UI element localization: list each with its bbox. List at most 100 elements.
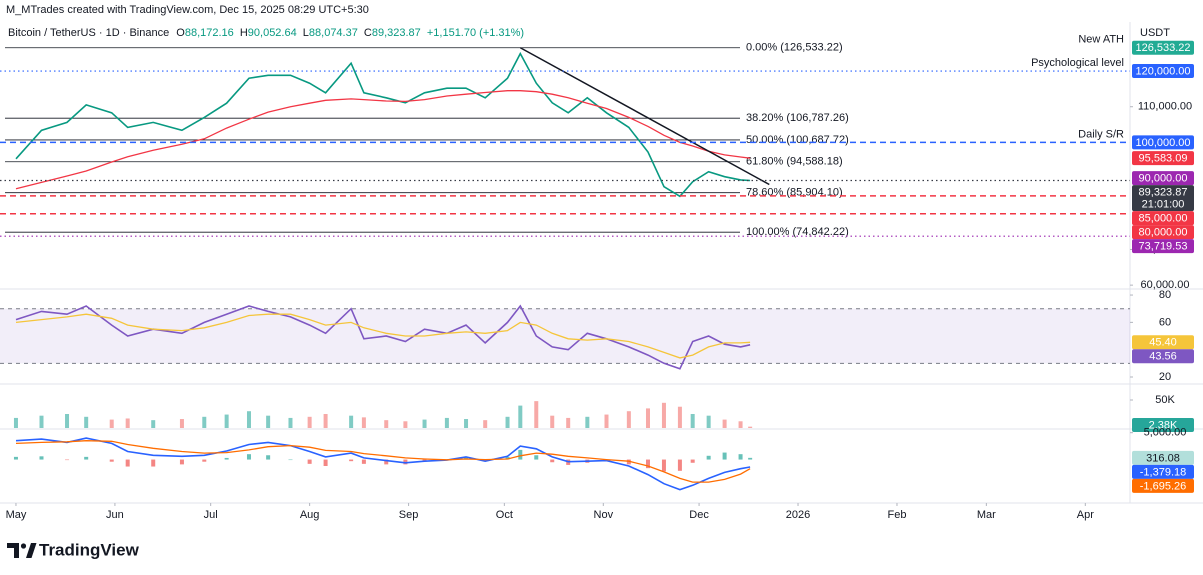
histogram-bar [534, 455, 539, 460]
volume-bar [738, 421, 743, 428]
price-tag [1132, 64, 1194, 79]
symbol: Bitcoin / TetherUS · 1D · Binance [8, 27, 169, 39]
volume-bar [534, 401, 539, 428]
series-line [15, 304, 751, 370]
fib-label: 38.20% (106,787.26) [746, 112, 849, 124]
fib-label: 78.60% (85,904.10) [746, 187, 843, 199]
histogram-bar [323, 459, 328, 466]
histogram-bar [690, 459, 695, 463]
price-tag-label: 100,000.00 [1135, 137, 1190, 149]
author-line: M_MTrades created with TradingView.com, … [6, 4, 369, 16]
volume-bar [384, 420, 389, 428]
histogram-bar [661, 459, 666, 472]
histogram-bar [626, 459, 631, 465]
histogram-bar [677, 459, 682, 471]
series-line [15, 51, 751, 198]
price-tag [1132, 171, 1194, 186]
price-tag-label: 90,000.00 [1139, 173, 1188, 185]
histogram-bar [722, 452, 727, 460]
histogram-bar [505, 456, 510, 460]
histogram-bar [202, 459, 207, 462]
volume-bar [307, 416, 312, 428]
price-tag-label: 45.40 [1149, 337, 1177, 349]
price-tag [1132, 478, 1194, 493]
histogram-bar [246, 454, 251, 460]
price-tag [1132, 225, 1194, 240]
series-line [15, 437, 751, 491]
x-tick-label: Sep [399, 509, 419, 521]
volume-bar [626, 411, 631, 428]
price-tag-label: 80,000.00 [1139, 227, 1188, 239]
fib-label: 50.00% (100,687.72) [746, 134, 849, 146]
ohlc-key: O [176, 27, 185, 39]
y-tick-label: 20 [1159, 371, 1171, 383]
volume-bar [266, 415, 271, 428]
x-tick-label: May [6, 509, 27, 521]
fib-label: 0.00% (126,533.22) [746, 42, 843, 54]
brand: TradingView [39, 540, 140, 559]
level-annotation: Psychological level [1031, 57, 1124, 69]
volume-bar [444, 417, 449, 428]
trendline [519, 47, 770, 186]
price-tag-label: 126,533.22 [1135, 42, 1190, 54]
volume-bar [361, 417, 366, 428]
histogram-bar [706, 455, 711, 460]
ohlc-value: 89,323.87 [372, 27, 421, 39]
ohlc-value: 90,052.64 [248, 27, 297, 39]
change: +1,151.70 (+1.31%) [427, 27, 524, 39]
x-tick-label: Jul [204, 509, 218, 521]
rsi-band [0, 308, 1130, 364]
volume-bar [464, 419, 469, 428]
volume-bar [518, 405, 523, 428]
price-tag [1132, 239, 1194, 254]
x-tick-label: Dec [689, 509, 709, 521]
volume-bar [125, 418, 130, 428]
price-tag [1132, 40, 1194, 55]
histogram-bar [361, 459, 366, 464]
volume-bar [13, 417, 18, 428]
histogram-bar [349, 459, 354, 462]
volume-bar [323, 414, 328, 428]
ohlc-key: L [303, 27, 309, 39]
volume-bar [288, 417, 293, 428]
symbol-line: Bitcoin / TetherUS · 1D · Binance O88,17… [8, 27, 524, 39]
histogram-bar [39, 456, 44, 460]
volume-bar [645, 408, 650, 428]
price-tag [1132, 418, 1194, 432]
volume-bar [677, 406, 682, 428]
histogram-bar [384, 459, 389, 465]
x-tick-label: Aug [300, 509, 320, 521]
volume-bar [550, 415, 555, 428]
volume-bar [566, 417, 571, 428]
volume-bar [403, 421, 408, 428]
x-tick-label: Oct [496, 509, 513, 521]
histogram-bar [738, 454, 743, 460]
price-tag [1132, 349, 1194, 364]
volume-bar [179, 419, 184, 428]
volume-bar [151, 420, 156, 428]
volume-bar [748, 426, 753, 428]
fib-label: 100.00% (74,842.22) [746, 226, 849, 238]
histogram-bar [518, 449, 523, 460]
histogram-bar [645, 459, 650, 469]
x-tick-label: Mar [977, 509, 996, 521]
y-tick-label: 60,000.00 [1141, 279, 1190, 291]
x-tick-label: Apr [1077, 509, 1094, 521]
price-tag [1132, 450, 1194, 465]
ohlc-value: 88,172.16 [185, 27, 234, 39]
y-tick-label: 80 [1159, 289, 1171, 301]
histogram-bar [109, 459, 114, 462]
volume-bar [690, 414, 695, 428]
price-tag-label: -1,379.18 [1140, 466, 1186, 478]
volume-bar [109, 419, 114, 428]
price-tag-label: -1,695.26 [1140, 480, 1186, 492]
histogram-bar [266, 455, 271, 460]
volume-bar [224, 414, 229, 428]
price-tag [1132, 135, 1194, 150]
histogram-bar [151, 459, 156, 467]
price-tag [1132, 211, 1194, 226]
y-tick-label: 5,000.00 [1144, 427, 1187, 439]
